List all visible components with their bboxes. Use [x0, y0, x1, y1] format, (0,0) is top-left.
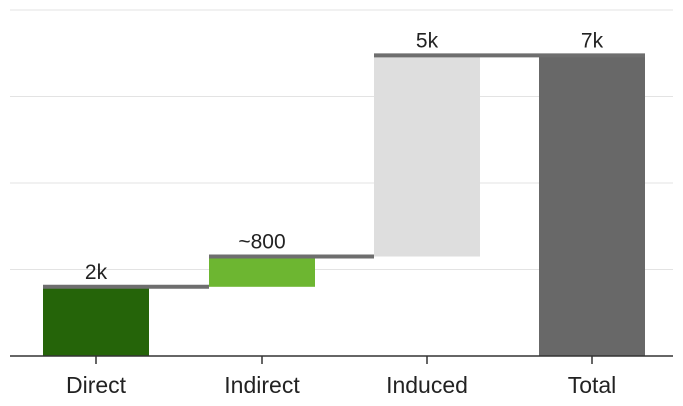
- x-tick-label-induced: Induced: [386, 372, 468, 398]
- value-label-total: 7k: [581, 29, 604, 52]
- bar-induced: [374, 55, 480, 257]
- value-label-direct: 2k: [85, 261, 108, 284]
- value-label-indirect: ~800: [238, 231, 285, 254]
- value-label-induced: 5k: [416, 29, 439, 52]
- bar-total: [539, 55, 645, 356]
- value-labels: 2k ~800 5k 7k: [85, 29, 604, 283]
- bar-indirect: [209, 256, 315, 287]
- bar-direct: [43, 286, 149, 356]
- x-tick-label-total: Total: [568, 372, 617, 398]
- bars: [43, 53, 645, 356]
- x-axis: Direct Indirect Induced Total: [10, 355, 673, 398]
- x-tick-label-indirect: Indirect: [224, 372, 300, 398]
- x-tick-label-direct: Direct: [66, 372, 127, 398]
